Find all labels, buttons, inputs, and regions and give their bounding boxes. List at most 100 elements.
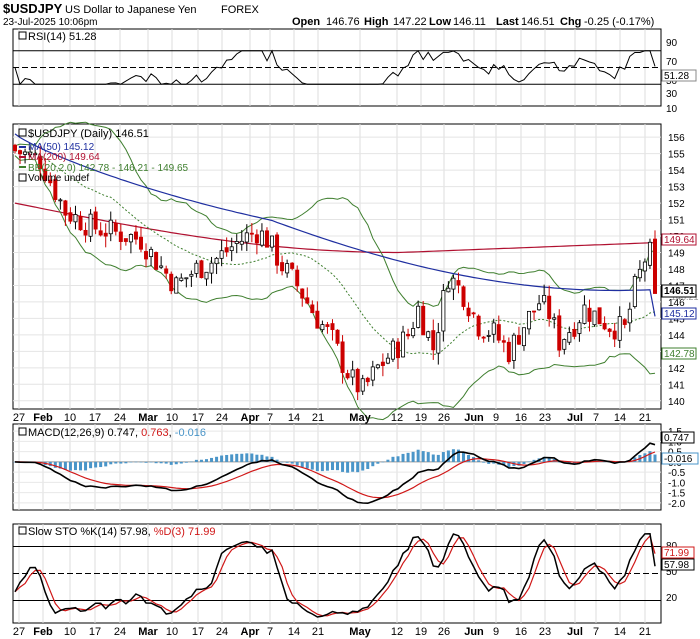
candle-body (259, 230, 264, 246)
candle-body (627, 308, 632, 324)
macd-histogram-bar (310, 461, 314, 470)
macd-tick-label: -0.5 (668, 468, 686, 479)
sto-legend-swatch (18, 526, 27, 535)
x-axis-labels-bottom: 27 Feb 10 17 24 Mar 10 17 24 Apr 7 14 21 May 12 19 26 Jun… (13, 626, 651, 638)
x-tick-label: Apr (241, 412, 261, 424)
candle-body (451, 277, 456, 290)
x-tick-label: 26 (438, 412, 450, 424)
candle-body (431, 330, 436, 351)
candle-body (577, 322, 582, 334)
x-tick-label: 17 (192, 626, 204, 638)
macd-histogram-bar (245, 453, 249, 462)
macd-histogram-bar (315, 461, 319, 472)
candle-body (108, 219, 113, 235)
candle-body (542, 295, 547, 303)
macd-histogram-bar (169, 461, 173, 465)
candle-body (174, 277, 179, 294)
rsi-tick-10: 10 (666, 104, 678, 115)
candle-body (78, 215, 83, 231)
macd-legend-main: MACD(12,26,9) 0.747, (28, 427, 141, 439)
candle-body (194, 262, 199, 274)
candle-body (128, 234, 133, 243)
macd-histogram-bar (280, 461, 284, 463)
macd-histogram-bar (220, 455, 224, 462)
macd-histogram-bar (522, 461, 526, 464)
macd-histogram-bar (230, 454, 234, 462)
macd-histogram-bar (290, 461, 294, 464)
x-tick-label: 10 (166, 412, 178, 424)
candle-body (476, 315, 481, 337)
x-tick-label: May (349, 412, 371, 424)
high-label: High (364, 16, 389, 28)
candle-body (249, 232, 254, 235)
candle-body (118, 231, 123, 242)
candle-body (280, 262, 285, 272)
price-tick-label: 153 (668, 183, 685, 194)
macd-panel (12, 423, 662, 511)
price-legend: $USDJPY (Daily) 146.51 MA(50) 145.12 MA(… (18, 128, 189, 184)
macd-histogram-bar (507, 461, 511, 468)
exchange-name: FOREX (221, 4, 260, 16)
symbol-title: $USDJPY (3, 1, 63, 16)
macd-histogram-bar (325, 461, 329, 471)
x-tick-label: 19 (415, 412, 427, 424)
rsi-line (14, 49, 656, 86)
price-tick-label: 154 (668, 166, 685, 177)
price-tick-label: 151 (668, 216, 685, 227)
instrument-name: US Dollar to Japanese Yen (65, 4, 196, 16)
macd-tick-label: -1.0 (668, 478, 686, 489)
candle-body (355, 368, 360, 393)
candle-body (310, 304, 315, 314)
candle-body (169, 273, 174, 292)
macd-histogram-bar (648, 451, 652, 462)
price-badges: 149.64 146.21 146.51 145.12 142.78 (661, 233, 699, 360)
macd-histogram-bar (371, 461, 375, 467)
macd-legend-swatch (18, 427, 27, 436)
candle-body (360, 378, 365, 392)
macd-legend-signal: 0.763 (141, 427, 169, 439)
macd-histogram-bar (149, 461, 153, 463)
candle-body (83, 229, 88, 236)
candle-body (58, 199, 63, 202)
date-time: 23-Jul-2025 10:06pm (3, 17, 98, 28)
macd-histogram-bar (401, 453, 405, 462)
x-tick-label: Mar (138, 412, 158, 424)
candle-body (189, 273, 194, 277)
x-tick-label: Apr (241, 626, 261, 638)
sto-k-badge-text: 57.98 (664, 560, 689, 571)
macd-histogram-bar (73, 461, 77, 471)
x-tick-label: 16 (515, 626, 527, 638)
candle-body (557, 315, 562, 351)
macd-histogram-bar (109, 461, 113, 465)
candle-body (491, 322, 496, 335)
price-tick-label: 148 (668, 265, 685, 276)
price-legend-title: $USDJPY (Daily) 146.51 (28, 128, 149, 140)
candle-body (375, 364, 380, 369)
candle-body (426, 331, 431, 338)
macd-histogram-bar (426, 452, 430, 462)
sto-d-badge-box (661, 546, 695, 559)
last-badge-text: 146.51 (664, 286, 695, 297)
candle-body (254, 234, 259, 244)
x-tick-label: Jun (464, 626, 484, 638)
macd-legend-text: MACD(12,26,9) 0.747, 0.763, -0.016 (28, 427, 206, 439)
last-label: Last (496, 16, 519, 28)
candle-body (607, 328, 612, 332)
candle-body (567, 332, 572, 343)
x-tick-label: 9 (493, 626, 499, 638)
macd-line (14, 442, 656, 505)
macd-histogram-bar (346, 461, 350, 473)
sto-d-badge-text: 71.99 (664, 548, 689, 559)
ma50-legend-text: MA(50) 145.12 (28, 142, 95, 153)
bb-lower-line (14, 155, 656, 421)
macd-histogram-bar (557, 461, 561, 463)
ma200-badge-text: 149.64 (664, 235, 695, 246)
macd-histogram-bar (215, 456, 219, 462)
candle-body (285, 263, 290, 274)
candle-body (204, 271, 209, 280)
price-panel (12, 123, 662, 410)
high-value: 147.22 (393, 16, 427, 28)
macd-histogram-bar (502, 461, 506, 466)
x-tick-label: 14 (288, 626, 300, 638)
candle-body (28, 151, 33, 156)
